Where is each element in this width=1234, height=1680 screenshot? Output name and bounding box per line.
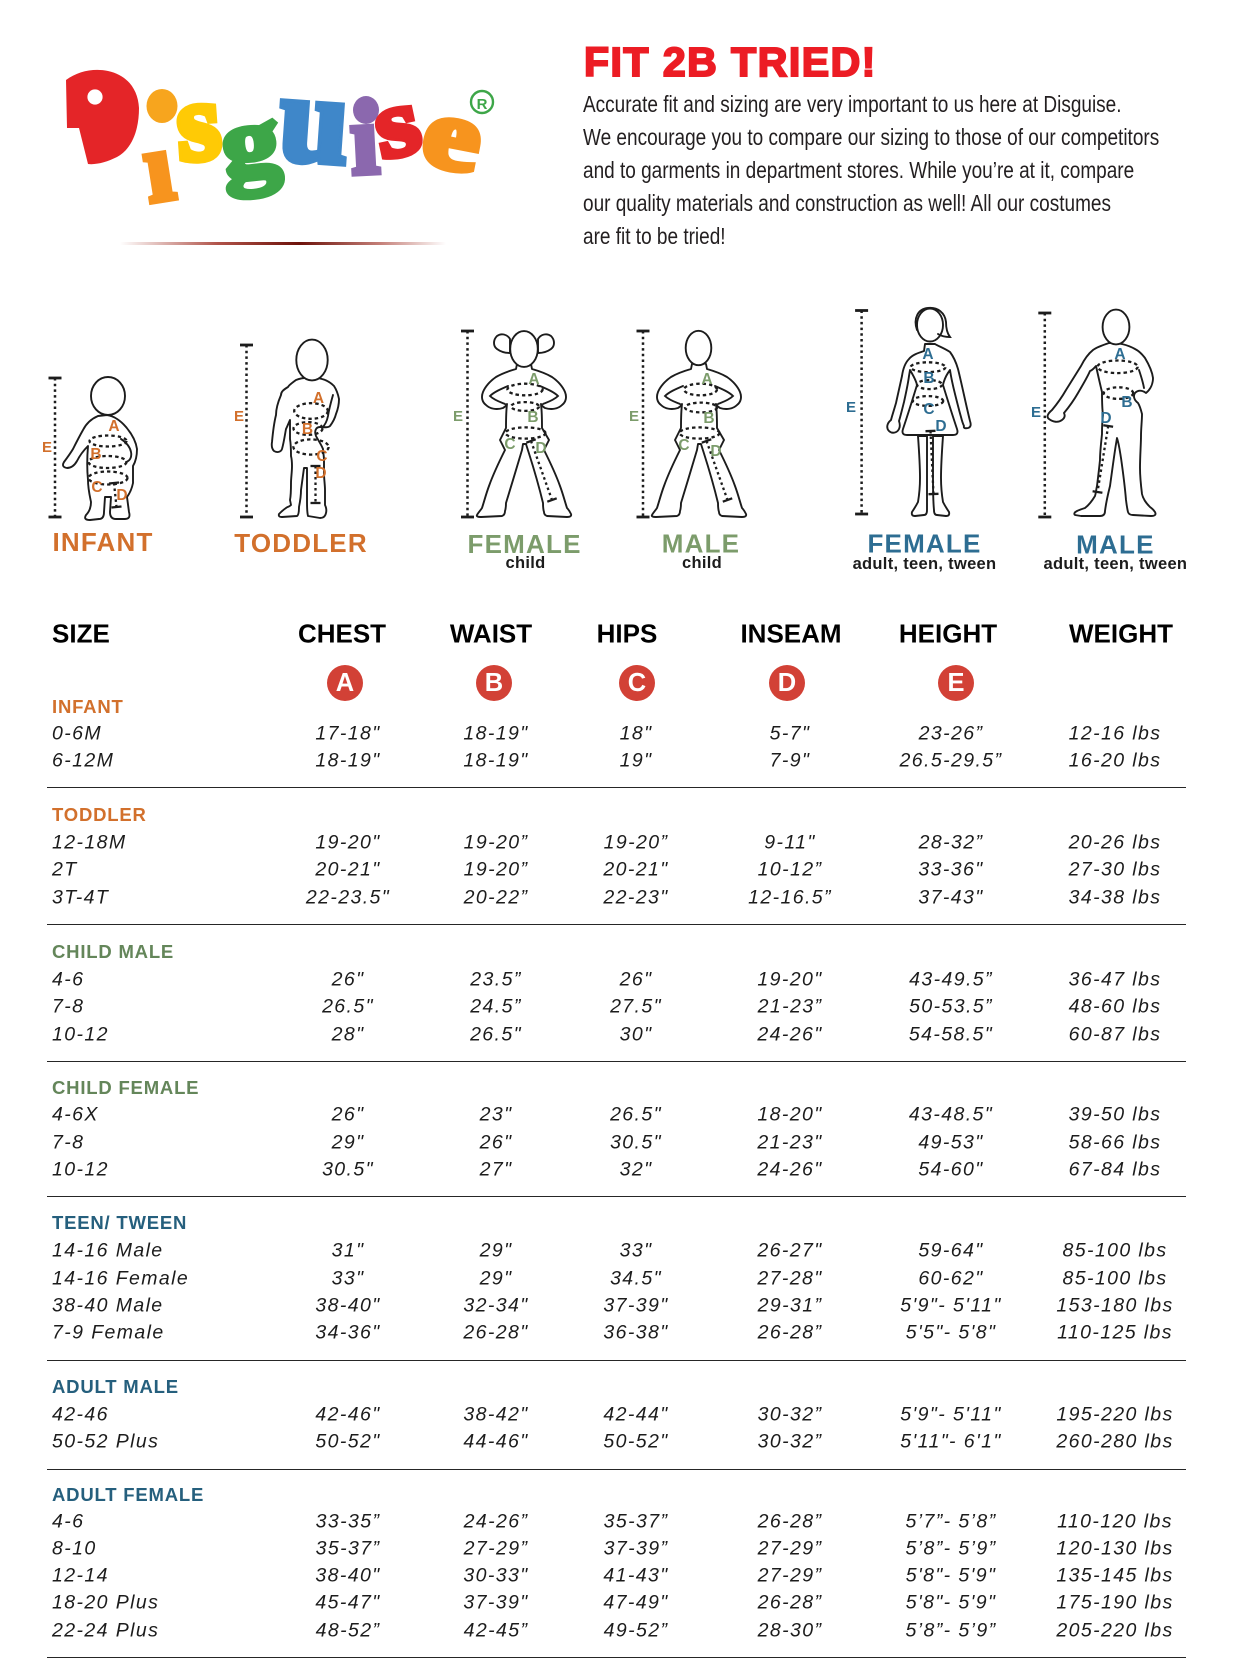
svg-text:ı: ı — [136, 110, 181, 224]
svg-text:A: A — [108, 418, 119, 435]
svg-text:B: B — [90, 446, 101, 463]
svg-text:INFANT: INFANT — [52, 527, 153, 557]
svg-text:C: C — [678, 437, 689, 454]
svg-text:E: E — [629, 408, 639, 425]
svg-text:E: E — [42, 439, 52, 456]
svg-text:D: D — [710, 443, 721, 460]
svg-text:MALE: MALE — [1076, 530, 1154, 560]
svg-text:u: u — [276, 49, 354, 190]
svg-text:child: child — [505, 554, 545, 572]
svg-text:E: E — [846, 399, 856, 416]
svg-text:A: A — [1114, 346, 1125, 363]
svg-text:E: E — [234, 408, 244, 425]
svg-text:D: D — [315, 465, 326, 482]
svg-text:E: E — [1031, 404, 1041, 421]
svg-text:B: B — [302, 421, 313, 438]
svg-text:FEMALE: FEMALE — [867, 529, 981, 559]
svg-text:R: R — [477, 96, 488, 113]
svg-text:g: g — [216, 84, 285, 200]
svg-text:TODDLER: TODDLER — [234, 528, 368, 558]
svg-text:adult, teen, tween: adult, teen, tween — [853, 555, 997, 573]
svg-text:B: B — [703, 410, 714, 427]
svg-text:D: D — [935, 418, 946, 435]
svg-text:A: A — [922, 346, 933, 363]
svg-text:child: child — [682, 554, 722, 572]
svg-text:B: B — [1121, 394, 1132, 411]
svg-text:MALE: MALE — [662, 529, 740, 559]
svg-text:s: s — [172, 59, 224, 186]
svg-text:B: B — [527, 409, 538, 426]
svg-text:adult, teen, tween: adult, teen, tween — [1043, 555, 1187, 573]
svg-text:C: C — [923, 401, 934, 418]
svg-text:D: D — [1100, 410, 1111, 427]
svg-text:D: D — [535, 440, 546, 457]
svg-text:D: D — [116, 487, 127, 504]
svg-text:E: E — [453, 408, 463, 425]
svg-text:C: C — [504, 436, 515, 453]
svg-text:FEMALE: FEMALE — [468, 529, 582, 559]
svg-text:A: A — [313, 390, 324, 407]
svg-text:B: B — [923, 370, 934, 387]
svg-text:A: A — [528, 371, 539, 388]
svg-text:C: C — [91, 479, 102, 496]
svg-text:C: C — [316, 448, 327, 465]
svg-text:A: A — [701, 371, 712, 388]
